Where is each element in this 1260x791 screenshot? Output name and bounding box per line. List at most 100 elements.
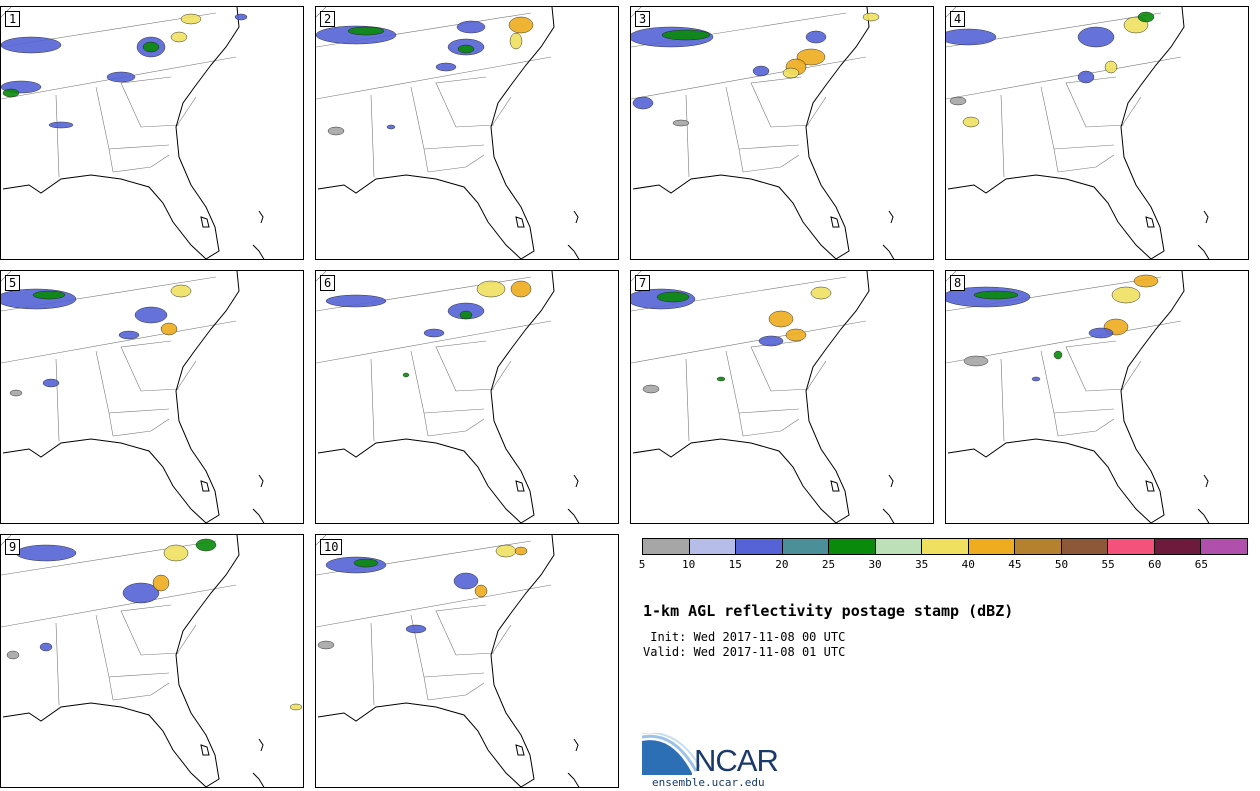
member-map bbox=[631, 271, 895, 523]
state-border bbox=[725, 350, 744, 437]
state-border bbox=[108, 672, 170, 678]
island-outline bbox=[888, 474, 894, 488]
state-border bbox=[1065, 76, 1125, 128]
coastline bbox=[632, 7, 870, 259]
island-outline bbox=[573, 474, 579, 488]
ncar-url: ensemble.ucar.edu bbox=[652, 776, 765, 789]
reflectivity-echo bbox=[106, 71, 136, 83]
colorbar-tick-label: 10 bbox=[681, 558, 696, 571]
valid-time: Valid: Wed 2017-11-08 01 UTC bbox=[643, 645, 846, 659]
colorbar-swatch bbox=[782, 539, 830, 554]
reflectivity-echo bbox=[796, 48, 826, 66]
reflectivity-colorbar bbox=[642, 538, 1248, 555]
state-border bbox=[1040, 350, 1059, 437]
member-number-label: 10 bbox=[320, 539, 343, 555]
state-border bbox=[55, 94, 60, 178]
reflectivity-echo bbox=[642, 384, 660, 394]
reflectivity-echo bbox=[510, 280, 532, 298]
state-border bbox=[490, 96, 512, 128]
state-border bbox=[175, 624, 197, 656]
reflectivity-echo bbox=[768, 310, 794, 328]
reflectivity-echo bbox=[459, 310, 473, 320]
state-border bbox=[1000, 358, 1005, 442]
reflectivity-echo bbox=[347, 26, 385, 36]
state-border bbox=[631, 56, 867, 100]
colorbar-tick-label: 40 bbox=[961, 558, 975, 571]
coastline bbox=[317, 271, 555, 523]
reflectivity-echo bbox=[234, 13, 248, 21]
state-border bbox=[423, 144, 485, 150]
island-outline bbox=[252, 508, 265, 523]
state-border bbox=[120, 340, 180, 392]
ensemble-member-2: 2 bbox=[315, 6, 619, 260]
member-map bbox=[316, 535, 580, 787]
reflectivity-echo bbox=[1088, 327, 1114, 339]
reflectivity-echo bbox=[386, 124, 396, 130]
reflectivity-echo bbox=[1077, 26, 1115, 48]
reflectivity-echo bbox=[152, 574, 170, 592]
island-outline bbox=[1145, 480, 1155, 492]
state-border bbox=[95, 350, 114, 437]
reflectivity-echo bbox=[405, 624, 427, 634]
state-border bbox=[108, 144, 170, 150]
coastline bbox=[2, 535, 240, 787]
island-outline bbox=[515, 216, 525, 228]
ensemble-member-5: 5 bbox=[0, 270, 304, 524]
island-outline bbox=[258, 210, 264, 224]
reflectivity-echo bbox=[456, 20, 486, 34]
island-outline bbox=[200, 480, 210, 492]
state-border bbox=[435, 76, 495, 128]
reflectivity-echo bbox=[457, 44, 475, 54]
state-border bbox=[427, 682, 485, 701]
colorbar-swatch bbox=[1201, 539, 1247, 554]
reflectivity-echo bbox=[48, 121, 74, 129]
reflectivity-echo bbox=[716, 376, 726, 382]
state-border bbox=[1057, 154, 1115, 173]
island-outline bbox=[1203, 210, 1209, 224]
ensemble-member-4: 4 bbox=[945, 6, 1249, 260]
ensemble-member-8: 8 bbox=[945, 270, 1249, 524]
colorbar-swatch bbox=[1108, 539, 1155, 554]
reflectivity-echo bbox=[423, 328, 445, 338]
member-map bbox=[631, 7, 895, 259]
coastline bbox=[632, 271, 870, 523]
state-border bbox=[1120, 360, 1142, 392]
state-border bbox=[1057, 418, 1115, 437]
state-border bbox=[685, 358, 690, 442]
state-border bbox=[685, 94, 690, 178]
colorbar-tick-label: 5 bbox=[638, 558, 646, 571]
island-outline bbox=[882, 508, 895, 523]
reflectivity-echo bbox=[170, 31, 188, 43]
state-border bbox=[95, 614, 114, 701]
state-border bbox=[55, 358, 60, 442]
state-border bbox=[112, 154, 170, 173]
reflectivity-echo bbox=[474, 584, 488, 598]
reflectivity-echo bbox=[782, 67, 800, 79]
state-border bbox=[490, 624, 512, 656]
reflectivity-echo bbox=[963, 355, 989, 367]
reflectivity-echo bbox=[758, 335, 784, 347]
reflectivity-echo bbox=[15, 544, 77, 562]
colorbar-swatch bbox=[922, 539, 969, 554]
island-outline bbox=[1197, 508, 1210, 523]
state-border bbox=[423, 408, 485, 414]
state-border bbox=[108, 408, 170, 414]
reflectivity-echo bbox=[195, 538, 217, 552]
state-border bbox=[1, 584, 237, 628]
state-border bbox=[750, 76, 810, 128]
reflectivity-echo bbox=[180, 13, 202, 25]
member-number-label: 4 bbox=[950, 11, 966, 27]
state-border bbox=[370, 94, 375, 178]
member-map bbox=[1, 271, 265, 523]
coastline bbox=[317, 7, 555, 259]
state-border bbox=[410, 350, 429, 437]
reflectivity-echo bbox=[1031, 376, 1041, 382]
island-outline bbox=[888, 210, 894, 224]
colorbar-swatch bbox=[643, 539, 690, 554]
reflectivity-echo bbox=[810, 286, 832, 300]
member-number-label: 7 bbox=[635, 275, 651, 291]
reflectivity-echo bbox=[661, 29, 711, 41]
state-border bbox=[120, 76, 180, 128]
island-outline bbox=[1197, 244, 1210, 259]
ensemble-member-6: 6 bbox=[315, 270, 619, 524]
